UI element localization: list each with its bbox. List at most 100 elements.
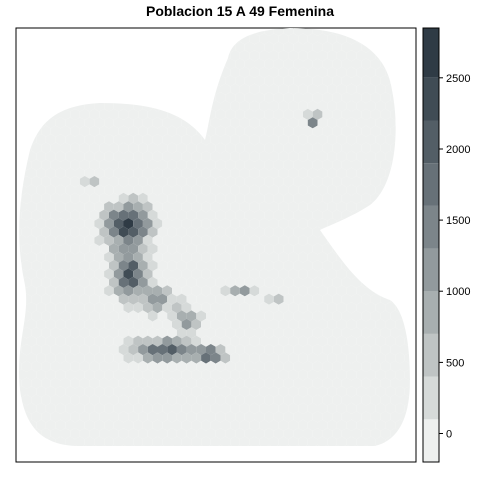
hex-cell (254, 92, 265, 104)
hex-cell (244, 125, 255, 137)
hex-cell (322, 142, 333, 154)
hex-cell (181, 335, 192, 347)
hex-cell (138, 226, 148, 238)
hex-cell (249, 302, 260, 314)
hex-cell (109, 394, 119, 406)
hex-cell (31, 209, 42, 221)
hex-cell (336, 201, 347, 213)
hex-cell (26, 318, 37, 330)
hex-cell (307, 436, 318, 446)
hex-cell (123, 251, 134, 263)
hex-cell (332, 327, 342, 339)
hex-cell (60, 176, 71, 188)
hex-cell (322, 176, 333, 188)
hex-cell (123, 318, 134, 330)
hex-cell (239, 251, 250, 263)
hex-cell (380, 108, 391, 120)
hex-cell (133, 201, 143, 213)
hex-cell (230, 234, 240, 246)
hex-cell (264, 92, 274, 104)
hex-cell (327, 167, 337, 179)
hex-cell (366, 335, 376, 347)
hex-cell (307, 201, 318, 213)
hex-cell (351, 58, 362, 70)
hex-cell (259, 167, 269, 179)
hex-cell (167, 310, 177, 322)
hex-cell (36, 184, 46, 196)
hex-cell (317, 268, 328, 280)
hex-cell (7, 319, 17, 330)
hex-cell (269, 100, 279, 112)
hex-cell (235, 243, 245, 255)
hex-cell (327, 318, 337, 330)
hex-cell (84, 369, 95, 381)
hex-cell (138, 428, 148, 440)
hex-cell (113, 184, 124, 196)
hex-cell (254, 310, 265, 322)
hex-cell (303, 226, 313, 238)
hex-cell (225, 125, 236, 137)
hex-cell (269, 83, 279, 95)
hex-cell (278, 268, 289, 280)
legend-swatch (423, 419, 439, 462)
hex-cell (162, 201, 172, 213)
hex-cell (327, 335, 337, 347)
hex-cell (89, 360, 100, 372)
hex-cell (366, 352, 376, 364)
hex-cell (172, 268, 182, 280)
hex-cell (60, 125, 71, 137)
hex-cell (278, 33, 289, 45)
hex-cell (303, 58, 313, 70)
hex-cell (244, 360, 255, 372)
hex-cell (147, 360, 158, 372)
hex-cell (182, 16, 192, 27)
hex-cell (220, 117, 231, 129)
hex-cell (220, 285, 231, 297)
hex-cell (332, 125, 342, 137)
hex-cell (172, 352, 182, 364)
hex-cell (152, 285, 163, 297)
hex-cell (152, 251, 163, 263)
hex-cell (239, 50, 250, 62)
hex-cell (142, 285, 153, 297)
hex-cell (36, 302, 46, 314)
hex-cell (249, 335, 260, 347)
hex-cell (70, 192, 80, 204)
hex-cell (303, 75, 313, 87)
hex-cell (50, 360, 61, 372)
hex-cell (45, 302, 56, 314)
hex-cell (259, 184, 269, 196)
hex-cell (191, 369, 202, 381)
hex-cell (84, 335, 95, 347)
hex-cell (230, 251, 240, 263)
hex-cell (312, 192, 323, 204)
hex-cell (244, 327, 255, 339)
hex-cell (152, 436, 163, 446)
hex-cell (264, 394, 274, 406)
hex-cell (230, 352, 240, 364)
hex-cell (244, 276, 255, 288)
hex-cell (176, 226, 187, 238)
hex-cell (31, 260, 42, 272)
hex-cell (31, 310, 42, 322)
hex-cell (322, 428, 333, 440)
hex-cell (235, 276, 245, 288)
hex-cell (278, 369, 289, 381)
hex-cell (128, 243, 139, 255)
hex-cell (278, 150, 289, 162)
hex-cell (109, 276, 119, 288)
hex-cell (225, 276, 236, 288)
hex-cell (75, 251, 85, 263)
hex-cell (118, 428, 129, 440)
hex-cell (332, 428, 342, 440)
hex-cell (259, 100, 269, 112)
hex-cell (307, 419, 318, 431)
hex-cell (118, 394, 129, 406)
hex-cell (317, 352, 328, 364)
hex-cell (375, 318, 386, 330)
hex-cell (336, 33, 347, 45)
hex-cell (293, 142, 303, 154)
hex-cell (128, 344, 139, 356)
hex-cell (346, 419, 357, 431)
hex-cell (196, 192, 206, 204)
